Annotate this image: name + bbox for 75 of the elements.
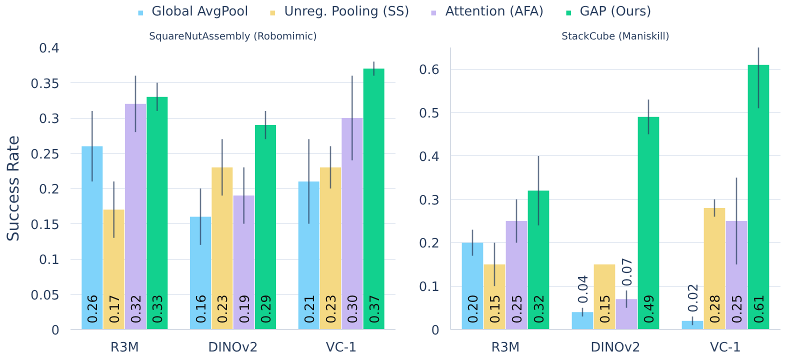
bar — [298, 181, 320, 330]
y-tick-label: 0.25 — [30, 147, 60, 162]
data-label: 0.32 — [532, 294, 548, 324]
data-label: 0.04 — [576, 274, 592, 304]
bar — [320, 167, 342, 330]
bar — [528, 190, 550, 330]
y-tick-label: 0 — [431, 324, 440, 338]
bar — [572, 312, 594, 330]
legend-label: GAP (Ours) — [580, 4, 652, 20]
data-label: 0.33 — [151, 294, 166, 324]
data-label: 0.29 — [260, 294, 274, 324]
bar — [342, 118, 363, 330]
y-tick-label: 0.4 — [38, 42, 60, 56]
x-tick-label: DINOv2 — [208, 340, 258, 356]
bar — [616, 299, 638, 330]
y-tick-label: 0 — [51, 324, 60, 338]
legend-label: Attention (AFA) — [445, 4, 544, 20]
y-tick-label: 0.05 — [30, 288, 60, 304]
bar — [103, 210, 124, 330]
data-label: 0.28 — [708, 294, 724, 324]
data-label: 0.16 — [194, 294, 210, 324]
data-label: 0.49 — [642, 294, 658, 324]
data-label: 0.37 — [368, 294, 383, 324]
y-tick-label: 0.6 — [418, 63, 440, 78]
y-tick-label: 0.2 — [38, 182, 60, 198]
legend-label: Unreg. Pooling (SS) — [284, 4, 410, 20]
bar — [704, 208, 726, 330]
bar — [82, 146, 103, 330]
data-label: 0.32 — [130, 294, 144, 324]
x-tick-label: R3M — [491, 340, 520, 356]
y-tick-label: 0.5 — [418, 106, 440, 122]
x-tick-label: VC-1 — [710, 340, 741, 356]
y-tick-label: 0.3 — [418, 193, 440, 208]
data-label: 0.23 — [216, 294, 232, 324]
data-label: 0.15 — [488, 294, 504, 324]
data-label: 0.17 — [108, 294, 123, 324]
bar — [748, 64, 770, 330]
y-tick-label: 0.4 — [418, 150, 440, 165]
y-tick-label: 0.1 — [418, 280, 440, 296]
bar — [726, 221, 748, 330]
bar — [594, 264, 616, 330]
data-label: 0.19 — [238, 294, 253, 324]
data-label: 0.02 — [686, 284, 702, 312]
bar — [638, 116, 660, 330]
bar — [506, 221, 528, 330]
y-axis-title: Success Rate — [4, 135, 23, 242]
legend-label: Global AvgPool — [152, 4, 248, 20]
x-tick-label: R3M — [110, 340, 139, 356]
data-label: 0.21 — [302, 294, 318, 324]
bar — [146, 96, 168, 330]
data-label: 0.15 — [598, 294, 614, 324]
data-label: 0.30 — [346, 294, 362, 324]
bar — [363, 68, 384, 330]
bar — [462, 242, 484, 330]
chart-title: SquareNutAssembly (Robomimic) — [149, 32, 317, 42]
data-label: 0.26 — [86, 294, 102, 324]
bar — [254, 125, 276, 330]
y-tick-label: 0.15 — [30, 218, 60, 233]
bar — [190, 216, 212, 330]
x-tick-label: DINOv2 — [590, 340, 640, 356]
chart-title: StackCube (Maniskill) — [562, 32, 670, 42]
data-label: 0.20 — [466, 294, 482, 324]
data-label: 0.25 — [730, 294, 746, 324]
bar — [233, 196, 254, 330]
data-label: 0.61 — [752, 294, 768, 324]
data-label: 0.07 — [620, 258, 636, 286]
y-tick-label: 0.2 — [418, 236, 440, 252]
data-label: 0.25 — [510, 294, 526, 324]
y-tick-label: 0.35 — [30, 76, 60, 92]
bar — [212, 167, 233, 330]
bar — [124, 104, 146, 330]
y-tick-label: 0.3 — [38, 112, 60, 127]
data-label: 0.23 — [324, 294, 340, 324]
x-tick-label: VC-1 — [326, 340, 357, 356]
y-tick-label: 0.1 — [38, 253, 60, 268]
